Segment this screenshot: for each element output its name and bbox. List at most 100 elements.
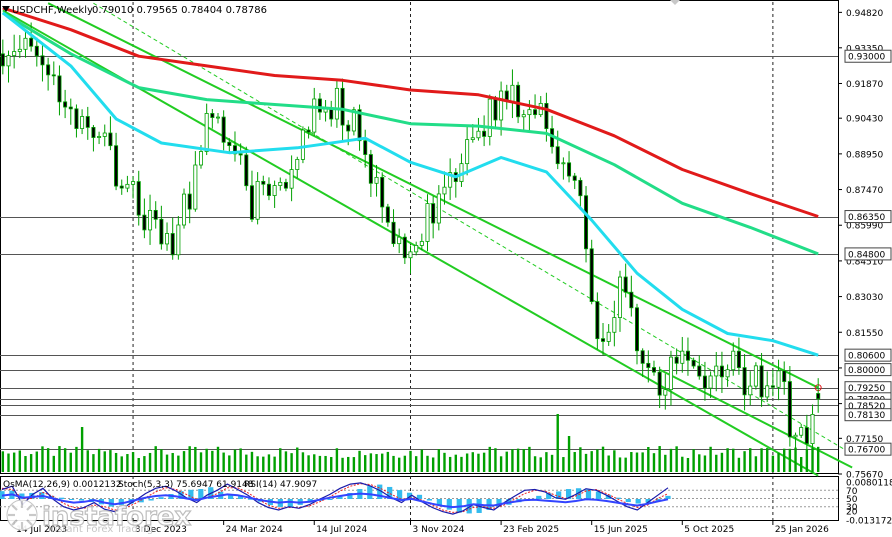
volume-bar: [511, 449, 513, 472]
candle-body: [437, 194, 440, 223]
volume-bar: [53, 456, 55, 472]
volume-bar: [517, 449, 519, 472]
volume-bar: [115, 453, 117, 472]
volume-bar: [217, 447, 219, 472]
one-click-trading-icon[interactable]: [670, 0, 680, 5]
osma-bar: [69, 499, 74, 500]
osma-bar: [665, 496, 670, 499]
volume-bar: [70, 453, 72, 472]
level-price-label: 0.86350: [848, 213, 885, 223]
volume-bar: [624, 458, 626, 472]
osma-label: OsMA(12,26,9) 0.0012132: [3, 480, 122, 490]
volume-bar: [766, 448, 768, 472]
candle-body: [381, 177, 384, 207]
candle-body: [347, 125, 350, 131]
candle-body: [92, 127, 95, 137]
osma-bar: [536, 496, 541, 499]
candle-body: [471, 138, 474, 140]
volume-bar: [381, 454, 383, 472]
volume-bar: [251, 452, 253, 472]
volume-bar: [647, 447, 649, 472]
candle-body: [760, 366, 763, 397]
grid-layer: [1, 1, 839, 521]
volume-bar: [222, 453, 224, 472]
candle-body: [698, 366, 701, 376]
candle-body: [709, 376, 712, 388]
channel-mid-dashed-line[interactable]: [93, 3, 852, 454]
volume-bar: [664, 455, 666, 472]
candle-body: [364, 141, 367, 155]
candle-body: [624, 277, 627, 292]
volume-bar: [687, 458, 689, 472]
candle-body: [477, 131, 480, 138]
volume-bar: [279, 448, 281, 472]
candle-body: [715, 366, 718, 376]
volume-bar: [590, 451, 592, 472]
volume-bar: [245, 455, 247, 472]
y-tick-label: 0.91870: [846, 80, 883, 90]
candle-body: [24, 38, 27, 49]
volume-bar: [36, 452, 38, 472]
candle-body: [35, 46, 38, 56]
candle-body: [1, 54, 4, 66]
volume-bar: [726, 448, 728, 472]
volume-bar: [370, 453, 372, 472]
volume-bar: [681, 457, 683, 472]
volume-bar: [64, 448, 66, 472]
volume-bar: [721, 453, 723, 472]
osma-bar: [288, 499, 293, 507]
volume-bar: [760, 448, 762, 472]
volume-bar: [290, 453, 292, 472]
candle-body: [618, 277, 621, 318]
volume-bar: [404, 456, 406, 472]
candle-body: [222, 117, 225, 142]
volume-bar: [302, 452, 304, 472]
volume-bar: [324, 456, 326, 472]
volume-bar: [58, 446, 60, 472]
candle-body: [41, 56, 44, 65]
price-axis[interactable]: 0.94820 0.93350 0.91870 0.90430 0.88950 0.874…: [838, 9, 891, 481]
candle-body: [613, 318, 616, 333]
candle-body: [681, 351, 684, 363]
candle-body: [58, 76, 61, 102]
stochastic-label: Stoch(5,3,3) 75.6947 61.9148: [118, 480, 254, 490]
volume-bar: [109, 450, 111, 472]
candle-body: [284, 182, 287, 188]
osma-bar: [79, 499, 84, 501]
candle-body: [313, 99, 316, 132]
candle-body: [7, 56, 10, 66]
volume-bar: [551, 455, 553, 472]
volume-bar: [194, 447, 196, 472]
level-price-label: 0.76700: [848, 446, 885, 456]
candle-body: [466, 140, 469, 164]
x-tick-label: 25 Jan 2026: [775, 525, 829, 535]
volume-bar: [319, 456, 321, 472]
volume-bar: [341, 458, 343, 472]
chart-symbol-label: USDCHF,Weekly: [12, 5, 93, 16]
candle-body: [635, 308, 638, 351]
volume-bar: [789, 449, 791, 472]
volume-bar: [477, 454, 479, 472]
y-tick-label: 0.85990: [846, 222, 883, 232]
candle-body: [533, 110, 536, 115]
osma-bar: [158, 497, 163, 499]
candle-body: [788, 382, 791, 437]
volume-bar: [353, 457, 355, 472]
candle-body: [69, 107, 72, 109]
candle-body: [522, 115, 525, 117]
volume-bar: [602, 447, 604, 472]
candle-body: [126, 184, 129, 188]
volume-bar: [607, 456, 609, 472]
level-price-label: 0.93000: [848, 53, 885, 63]
volume-bar: [466, 453, 468, 472]
chart-ohlc-values: 0.79010 0.79565 0.78404 0.78786: [92, 5, 267, 16]
candle-body: [52, 75, 55, 76]
volume-bar: [228, 455, 230, 472]
volume-bar: [262, 457, 264, 472]
level-price-label: 0.84800: [848, 250, 885, 260]
candle-body: [143, 215, 146, 230]
candle-body: [120, 186, 123, 188]
x-tick-label: 14 Jul 2024: [316, 525, 367, 535]
candle-body: [579, 180, 582, 195]
